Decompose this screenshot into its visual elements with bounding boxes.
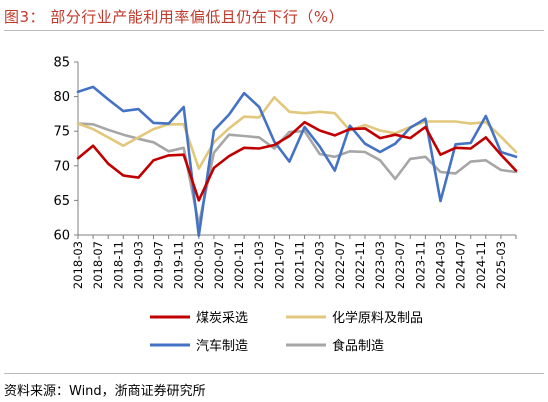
legend-label: 煤炭采选	[196, 311, 248, 326]
y-tick-label: 80	[53, 90, 70, 105]
x-tick-label: 2023-07	[393, 241, 407, 289]
source-note: 资料来源：Wind，浙商证券研究所	[4, 384, 206, 399]
legend-label: 化学原料及制品	[332, 310, 423, 326]
x-tick-label: 2018-11	[111, 241, 125, 289]
line-chart: 60 65 70 75 80 85 2018-03 2018-07 2018-11 2019-03…	[53, 56, 518, 354]
x-tick-label: 2021-11	[293, 241, 307, 289]
series-line	[76, 122, 518, 226]
y-tick-label: 65	[53, 194, 70, 209]
x-tick-label: 2020-03	[192, 241, 206, 289]
x-tick-label: 2020-07	[212, 241, 226, 289]
x-tick-label: 2020-11	[232, 241, 246, 289]
x-tick-label: 2019-11	[172, 241, 186, 289]
series-line	[76, 120, 518, 202]
y-tick-label: 70	[53, 159, 70, 174]
x-tick-label: 2022-11	[353, 241, 367, 289]
x-tick-label: 2022-07	[333, 241, 347, 289]
x-tick-label: 2024-03	[433, 241, 447, 289]
chart-axes: 60 65 70 75 80 85 2018-03 2018-07 2018-11 2019-03…	[53, 56, 517, 289]
x-tick-label: 2021-07	[272, 241, 286, 289]
chart-series-lines	[76, 85, 518, 237]
figure-title: 图3： 部分行业产能利用率偏低且仍在下行（%）	[4, 8, 345, 26]
y-tick-label: 60	[53, 229, 70, 244]
y-tick-label: 75	[53, 125, 70, 140]
x-tick-label: 2019-03	[131, 241, 145, 289]
legend-label: 汽车制造	[196, 338, 248, 354]
series-line	[76, 85, 518, 237]
x-tick-label: 2024-07	[454, 241, 468, 289]
x-tick-label: 2019-07	[152, 241, 166, 289]
x-tick-label: 2023-11	[413, 241, 427, 289]
legend-label: 食品制造	[332, 338, 384, 354]
x-tick-label: 2023-03	[373, 241, 387, 289]
source-divider	[4, 373, 544, 374]
x-tick-label: 2018-07	[91, 241, 105, 289]
y-tick-label: 85	[53, 56, 70, 71]
x-tick-label: 2022-03	[313, 241, 327, 289]
title-divider	[4, 30, 544, 31]
x-tick-label: 2025-03	[494, 241, 508, 289]
x-tick-label: 2018-03	[71, 241, 85, 289]
series-line	[76, 96, 518, 170]
x-tick-label: 2021-03	[252, 241, 266, 289]
x-tick-label: 2024-11	[474, 241, 488, 289]
